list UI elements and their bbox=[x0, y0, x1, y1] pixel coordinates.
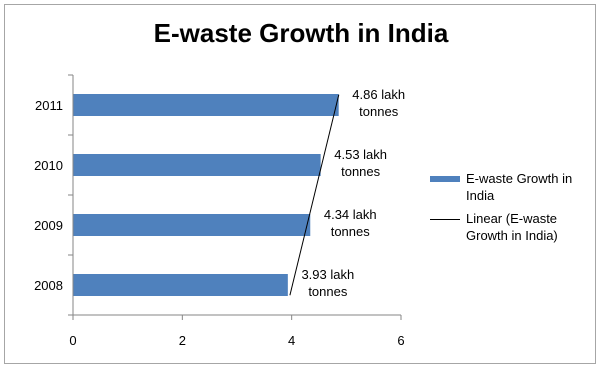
data-label: 4.34 lakh tonnes bbox=[324, 207, 377, 239]
chart-frame bbox=[4, 4, 596, 364]
legend: E-waste Growth in India Linear (E-waste … bbox=[430, 170, 595, 250]
trendline bbox=[289, 94, 340, 296]
data-label: 4.53 lakh tonnes bbox=[334, 147, 387, 179]
data-label: 3.93 lakh tonnes bbox=[301, 267, 354, 299]
legend-label-trendline: Linear (E-waste Growth in India) bbox=[466, 211, 558, 243]
bar bbox=[73, 214, 311, 236]
chart-title: E-waste Growth in India bbox=[153, 18, 449, 48]
y-tick-label: 2010 bbox=[34, 158, 63, 173]
legend-item-trendline: Linear (E-waste Growth in India) bbox=[430, 210, 595, 244]
x-tick-label: 0 bbox=[69, 333, 76, 348]
legend-item-series: E-waste Growth in India bbox=[430, 170, 595, 204]
x-tick-label: 4 bbox=[288, 333, 295, 348]
y-tick-label: 2011 bbox=[35, 98, 63, 113]
bar bbox=[73, 154, 321, 176]
legend-label-series: E-waste Growth in India bbox=[466, 171, 573, 203]
y-tick-label: 2009 bbox=[34, 218, 63, 233]
y-tick-label: 2008 bbox=[34, 278, 63, 293]
bar bbox=[73, 274, 288, 296]
bar bbox=[73, 94, 339, 116]
legend-swatch-bar bbox=[430, 176, 460, 182]
x-tick-label: 6 bbox=[397, 333, 404, 348]
legend-swatch-line bbox=[430, 219, 460, 220]
data-label: 4.86 lakh tonnes bbox=[352, 87, 405, 119]
x-tick-label: 2 bbox=[179, 333, 186, 348]
